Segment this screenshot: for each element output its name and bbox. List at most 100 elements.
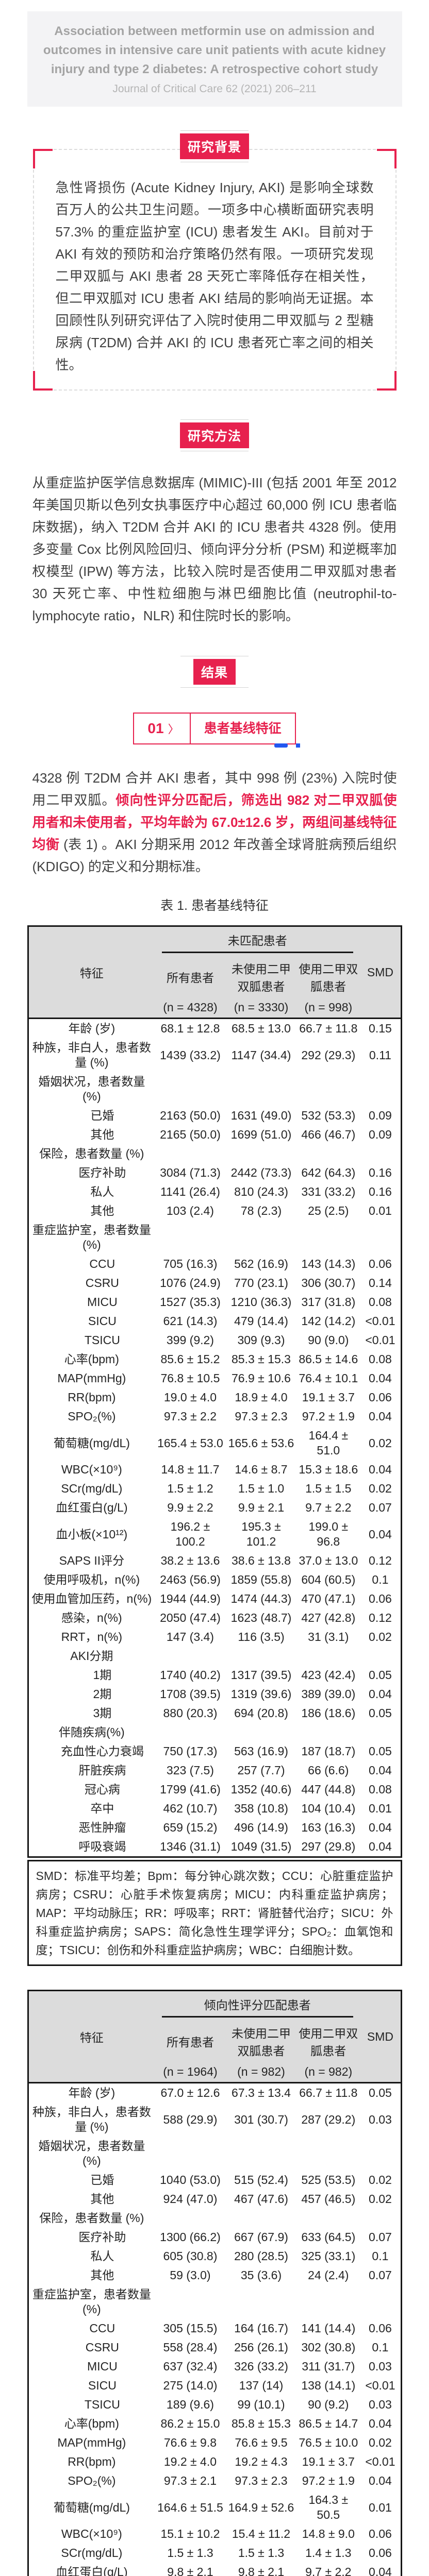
cell: 297 (29.8) bbox=[301, 1840, 356, 1853]
badge-methods: 研究方法 bbox=[0, 419, 429, 451]
background-paragraph: 急性肾损伤 (Acute Kidney Injury, AKI) 是影响全球数百… bbox=[55, 180, 374, 372]
row-label: 肝脏疾病 bbox=[78, 1764, 126, 1777]
table-row: 重症监护室，患者数量 (%) bbox=[28, 1221, 401, 1255]
table-row: 医疗补助 3084 (71.3) 2442 (73.3) 642 (64.3) 0.16 bbox=[28, 1163, 401, 1182]
table-row: MAP(mmHg) 76.6 ± 9.8 76.6 ± 9.5 76.5 ± 10.0… bbox=[28, 2433, 401, 2452]
col-feature: 特征 bbox=[28, 1990, 155, 2083]
cell: 0.03 bbox=[369, 2112, 392, 2126]
cell: 280 (28.5) bbox=[234, 2249, 288, 2263]
cell: 287 (29.2) bbox=[301, 2112, 356, 2126]
cell: 0.06 bbox=[369, 2527, 392, 2540]
cell: 562 (16.9) bbox=[234, 1257, 288, 1270]
cell: 104 (10.4) bbox=[301, 1802, 356, 1815]
cell: 0.02 bbox=[369, 1436, 392, 1450]
cell: 1740 (40.2) bbox=[160, 1668, 221, 1682]
cell: 0.04 bbox=[369, 1764, 392, 1777]
table-row: WBC(×10⁹) 15.1 ± 10.2 15.4 ± 11.2 14.8 ± 9.… bbox=[28, 2524, 401, 2544]
cell: 479 (14.4) bbox=[234, 1314, 288, 1328]
cell: 924 (47.0) bbox=[163, 2192, 218, 2206]
table-row: CCU 305 (15.5) 164 (16.7) 141 (14.4) 0.06 bbox=[28, 2319, 401, 2338]
cell: 9.9 ± 2.1 bbox=[238, 1501, 285, 1514]
row-label: 卒中 bbox=[90, 1802, 114, 1815]
cell: 0.12 bbox=[369, 1611, 392, 1624]
cell: 3084 (71.3) bbox=[160, 1166, 221, 1179]
corner-bracket-icon bbox=[376, 371, 397, 391]
table-row: WBC(×10⁹) 14.8 ± 11.7 14.6 ± 8.7 15.3 ± 18.… bbox=[28, 1460, 401, 1479]
col-all: 所有患者 bbox=[155, 956, 226, 997]
cell: 389 (39.0) bbox=[301, 1687, 356, 1701]
cell: 37.0 ± 13.0 bbox=[299, 1554, 358, 1567]
corner-bracket-icon bbox=[32, 371, 53, 391]
cell: 164 (16.7) bbox=[234, 2321, 288, 2335]
table-row: 感染，n(%) 2050 (47.4) 1623 (48.7) 427 (42.8) 0… bbox=[28, 1608, 401, 1628]
row-label: 医疗补助 bbox=[78, 1166, 126, 1179]
cell: 642 (64.3) bbox=[301, 1166, 356, 1179]
cell: 0.06 bbox=[369, 1391, 392, 1404]
table-row: 血红蛋白(g/L) 9.8 ± 2.1 9.8 ± 2.1 9.7 ± 2.2 0.04 bbox=[28, 2563, 401, 2576]
corner-bracket-icon bbox=[376, 149, 397, 168]
cell: 19.2 ± 4.3 bbox=[235, 2455, 288, 2468]
cell: 19.2 ± 4.0 bbox=[163, 2455, 217, 2468]
cell: 1799 (41.6) bbox=[160, 1783, 221, 1796]
badge-background-label: 研究背景 bbox=[179, 133, 249, 159]
cell: 457 (46.5) bbox=[301, 2192, 356, 2206]
section-01-paragraph: 4328 例 T2DM 合并 AKI 患者，其中 998 例 (23%) 入院时… bbox=[32, 767, 397, 878]
body-text: 4328 例 T2DM 合并 AKI 患者，其中 998 例 (23%) 入院时… bbox=[32, 770, 397, 808]
ribbon-line-top bbox=[180, 130, 249, 131]
cell: 164.3 ± 50.5 bbox=[308, 2493, 349, 2521]
cell: 659 (15.2) bbox=[163, 1821, 218, 1834]
cell bbox=[155, 1723, 226, 1742]
table-row: 1期 1740 (40.2) 1317 (39.5) 423 (42.4) 0.05 bbox=[28, 1666, 401, 1685]
cell: 588 (29.9) bbox=[163, 2112, 218, 2126]
blue-dot-icon bbox=[295, 743, 300, 748]
background-box: 急性肾损伤 (Acute Kidney Injury, AKI) 是影响全球数百… bbox=[32, 149, 397, 391]
cell: 1527 (35.3) bbox=[160, 1295, 221, 1309]
section-01-header: 01 〉 患者基线特征 bbox=[133, 713, 300, 748]
table-row: 血小板(×10¹²) 196.2 ± 100.2 195.3 ± 101.2 199.… bbox=[28, 1517, 401, 1551]
col-user: 使用二甲双胍患者 bbox=[296, 956, 360, 997]
cell: 0.1 bbox=[372, 1573, 389, 1586]
cell bbox=[360, 1072, 401, 1106]
cell: 18.9 ± 4.0 bbox=[235, 1391, 288, 1404]
cell: 9.8 ± 2.1 bbox=[167, 2565, 213, 2576]
cell: 14.8 ± 11.7 bbox=[161, 1463, 220, 1476]
cell: 0.12 bbox=[369, 1554, 392, 1567]
table-row: 肝脏疾病 323 (7.5) 257 (7.7) 66 (6.6) 0.04 bbox=[28, 1761, 401, 1780]
table-row: 婚姻状况，患者数量 (%) bbox=[28, 2137, 401, 2171]
row-label: TSICU bbox=[84, 2398, 120, 2411]
row-label: 年龄 (岁) bbox=[68, 1022, 116, 1035]
cell: 15.1 ± 10.2 bbox=[160, 2527, 220, 2540]
cell: 90 (9.0) bbox=[308, 1333, 349, 1347]
table-body: 年龄 (岁) 67.0 ± 12.6 67.3 ± 13.4 66.7 ± 11.8 0… bbox=[28, 2083, 401, 2576]
row-label: 种族，非白人，患者数量 (%) bbox=[32, 2105, 151, 2133]
table-row: 婚姻状况，患者数量 (%) bbox=[28, 1072, 401, 1106]
blue-dash-icon bbox=[274, 743, 288, 748]
cell: 325 (33.1) bbox=[301, 2249, 356, 2263]
table-row: SPO₂(%) 97.3 ± 2.2 97.3 ± 2.3 97.2 ± 1.9 0.0… bbox=[28, 1407, 401, 1426]
cell: 196.2 ± 100.2 bbox=[170, 1520, 210, 1548]
table-row: SCr(mg/dL) 1.5 ± 1.3 1.5 ± 1.3 1.4 ± 1.3 0.0… bbox=[28, 2544, 401, 2563]
cell: 2163 (50.0) bbox=[160, 1109, 221, 1122]
cell: 466 (46.7) bbox=[301, 1128, 356, 1141]
cell: 423 (42.4) bbox=[301, 1668, 356, 1682]
row-label: TSICU bbox=[84, 1333, 120, 1347]
journal-reference: Journal of Critical Care 62 (2021) 206–2… bbox=[112, 83, 317, 95]
cell: 76.5 ± 10.0 bbox=[299, 2436, 358, 2449]
cell: 292 (29.3) bbox=[301, 1048, 356, 1062]
row-label: 感染，n(%) bbox=[61, 1611, 122, 1624]
row-label: 使用血管加压药，n(%) bbox=[31, 1592, 152, 1605]
cell: 1040 (53.0) bbox=[160, 2173, 221, 2187]
cell: 1147 (34.4) bbox=[231, 1048, 291, 1062]
row-label: 充血性心力衰竭 bbox=[60, 1744, 144, 1758]
row-label: 其他 bbox=[90, 2268, 114, 2282]
col-n-all: (n = 4328) bbox=[155, 997, 226, 1019]
table-row: 2期 1708 (39.5) 1319 (39.6) 389 (39.0) 0.04 bbox=[28, 1685, 401, 1704]
cell: 326 (33.2) bbox=[234, 2360, 288, 2373]
cell: 257 (7.7) bbox=[237, 1764, 285, 1777]
row-label: 心率(bpm) bbox=[64, 2417, 119, 2430]
row-label: 葡萄糖(mg/dL) bbox=[53, 2500, 130, 2514]
row-label: CCU bbox=[89, 2321, 116, 2335]
row-label: RR(bpm) bbox=[68, 1391, 116, 1404]
body-text: (表 1) 。AKI 分期采用 2012 年改善全球肾脏病预后组织 (KDIGO… bbox=[32, 837, 397, 874]
row-label: 3期 bbox=[93, 1706, 112, 1720]
